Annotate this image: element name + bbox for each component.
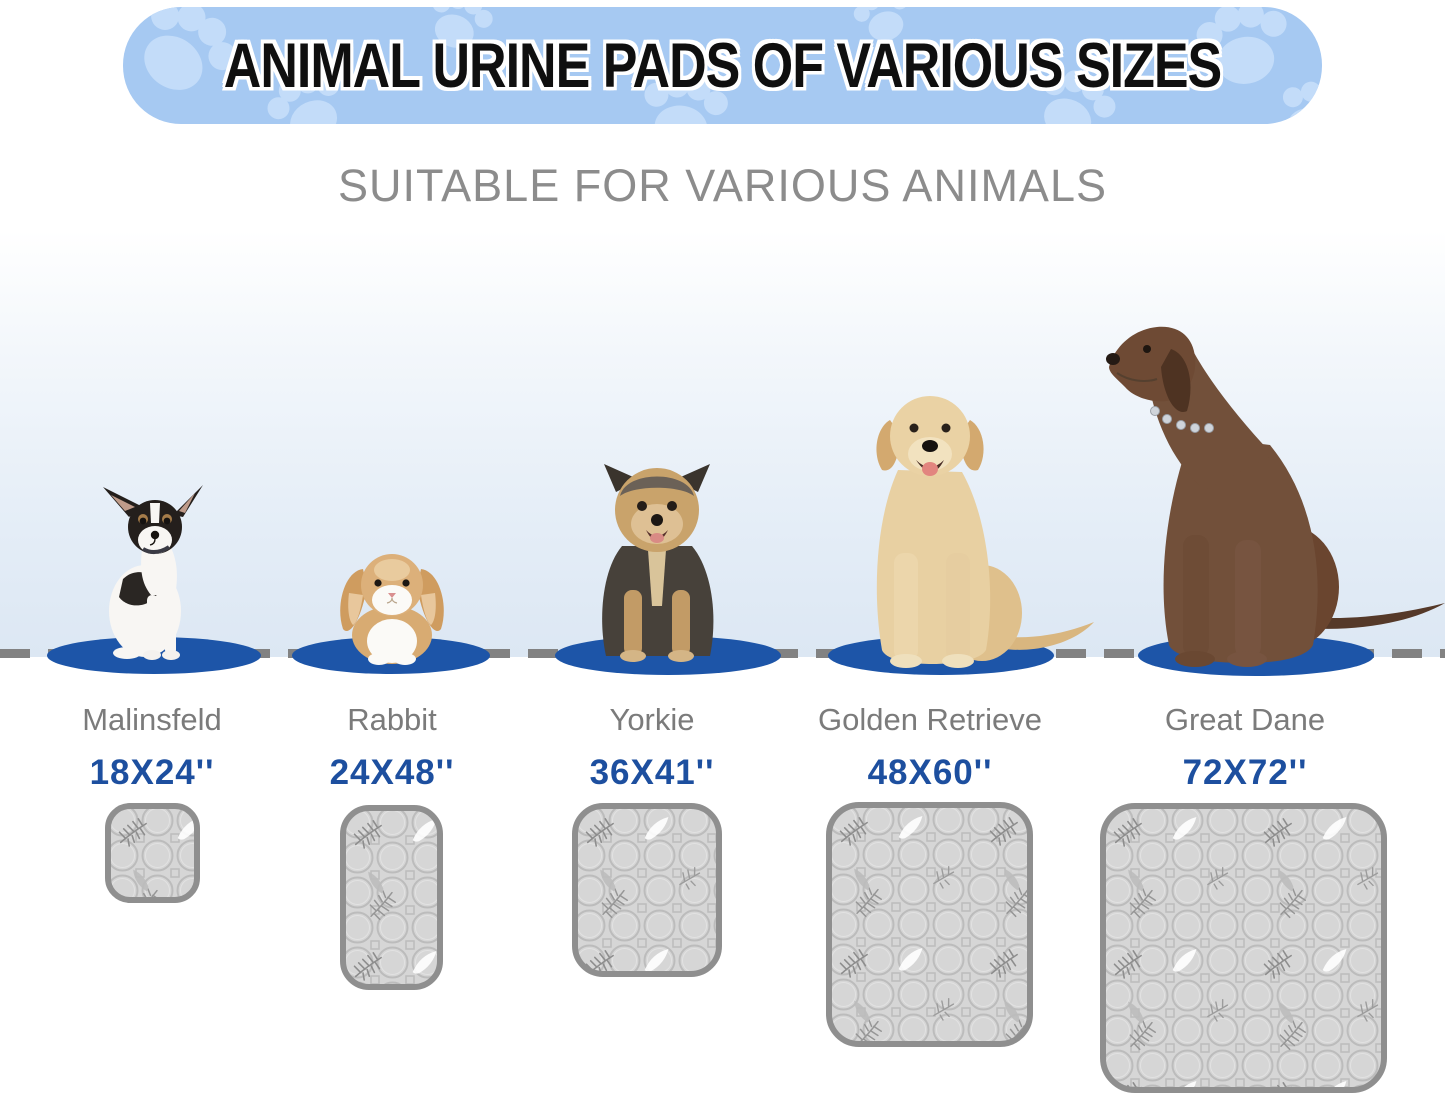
pad-swatch-48x60 — [826, 802, 1033, 1047]
animal-name-label: Rabbit — [347, 702, 437, 737]
chihuahua-image — [103, 485, 203, 660]
pad-size-label: 18X24'' — [89, 753, 215, 792]
animal-name-label: Yorkie — [609, 702, 695, 737]
pad-swatch-72x72 — [1100, 803, 1387, 1093]
pad-size-label: 72X72'' — [1182, 753, 1308, 792]
pad-swatch-36x41 — [572, 803, 722, 977]
pad-swatch-24x48 — [340, 805, 443, 990]
pad-size-label: 36X41'' — [589, 753, 715, 792]
pad-swatch-18x24 — [105, 803, 200, 903]
animal-name-label: Malinsfeld — [82, 702, 222, 737]
page-title: ANIMAL URINE PADS OF VARIOUS SIZES — [223, 30, 1222, 101]
pad-size-label: 24X48'' — [329, 753, 455, 792]
golden-retriever-image — [876, 396, 1094, 668]
header-banner: ANIMAL URINE PADS OF VARIOUS SIZES — [123, 7, 1322, 124]
animal-name-label: Great Dane — [1164, 702, 1326, 737]
subtitle: SUITABLE FOR VARIOUS ANIMALS — [337, 160, 1107, 211]
rabbit-image — [340, 554, 444, 665]
yorkie-image — [602, 464, 714, 662]
great-dane-image — [1106, 326, 1445, 667]
animal-name-label: Golden Retrieve — [817, 702, 1042, 737]
pad-size-label: 48X60'' — [867, 753, 993, 792]
